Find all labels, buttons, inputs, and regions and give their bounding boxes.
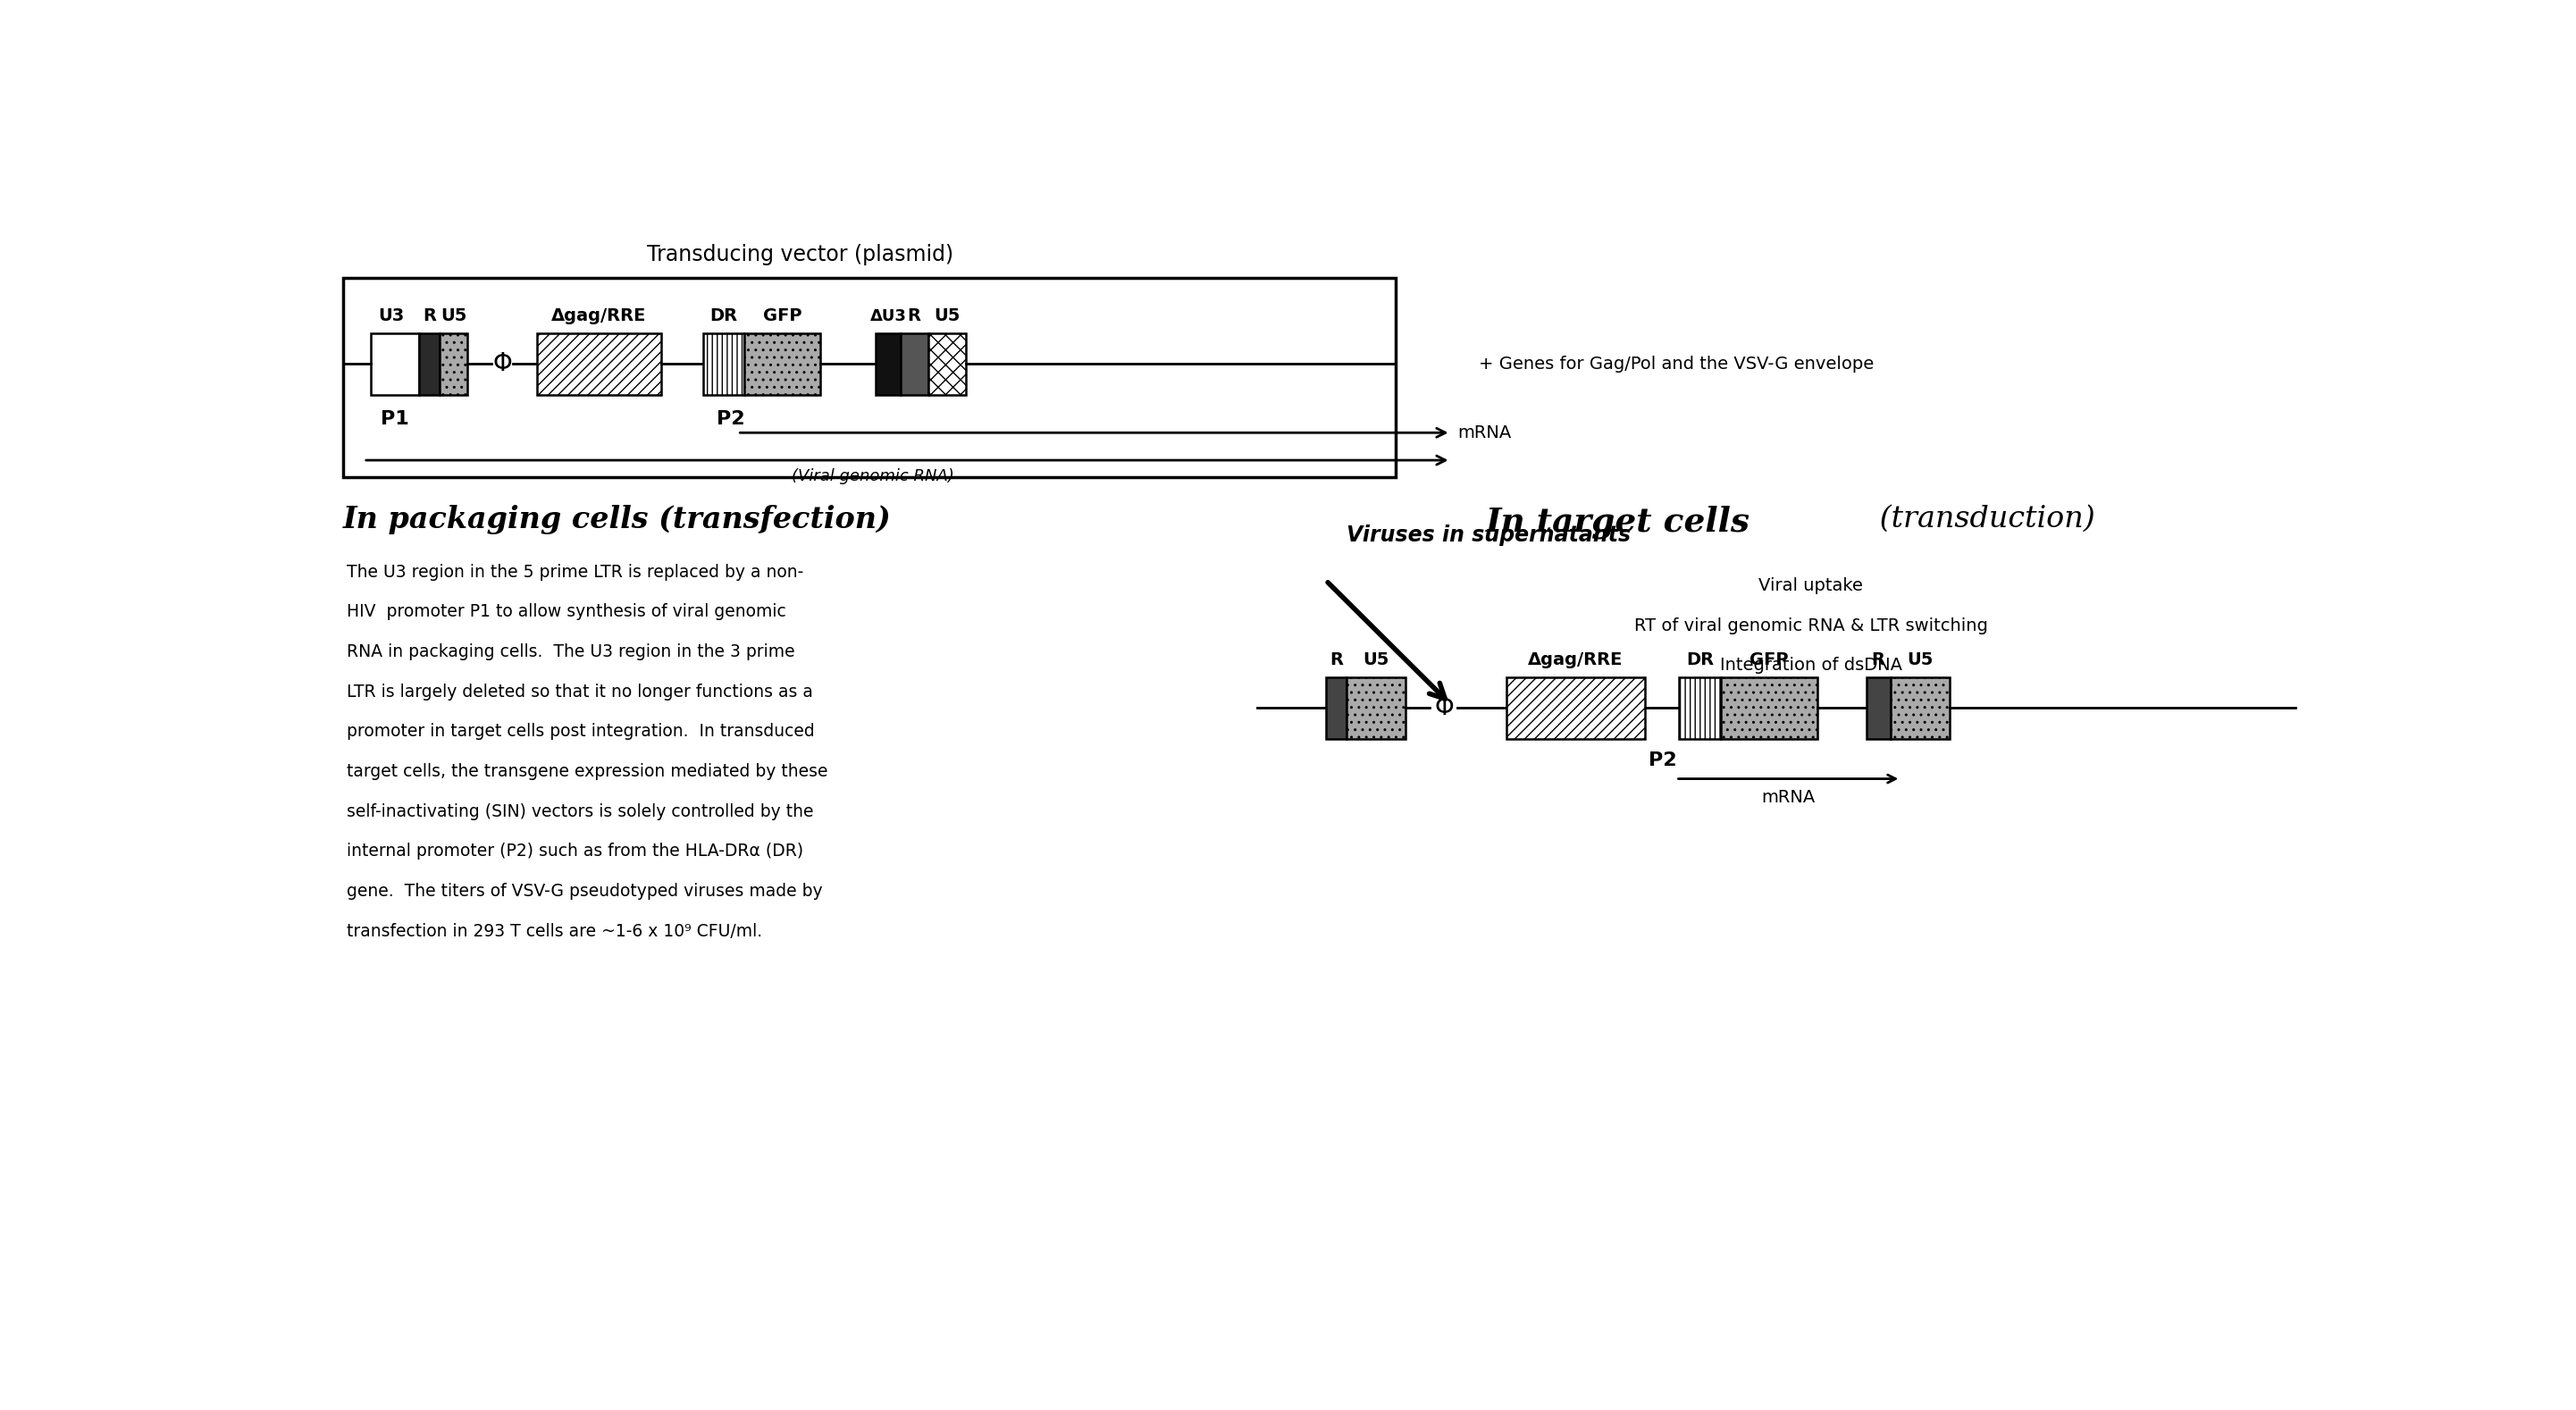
- Text: gene.  The titers of VSV-G pseudotyped viruses made by: gene. The titers of VSV-G pseudotyped vi…: [345, 883, 822, 900]
- Bar: [420, 333, 440, 395]
- Bar: [536, 333, 662, 395]
- Text: mRNA: mRNA: [1458, 424, 1512, 441]
- Bar: [1680, 677, 1721, 739]
- Text: Integration of dsDNA: Integration of dsDNA: [1721, 657, 1901, 674]
- Bar: [927, 333, 966, 395]
- Text: The U3 region in the 5 prime LTR is replaced by a non-: The U3 region in the 5 prime LTR is repl…: [345, 564, 804, 581]
- Text: HIV  promoter P1 to allow synthesis of viral genomic: HIV promoter P1 to allow synthesis of vi…: [345, 603, 786, 620]
- Text: (transduction): (transduction): [1870, 505, 2094, 533]
- Text: (Viral genomic RNA): (Viral genomic RNA): [791, 468, 953, 485]
- Text: Viruses in supernatants: Viruses in supernatants: [1347, 525, 1631, 546]
- Text: U5: U5: [1363, 651, 1388, 668]
- Bar: [1347, 677, 1406, 739]
- Text: In packaging cells (transfection): In packaging cells (transfection): [343, 505, 891, 534]
- Text: LTR is largely deleted so that it no longer functions as a: LTR is largely deleted so that it no lon…: [345, 684, 811, 701]
- Text: $\Phi$: $\Phi$: [492, 351, 513, 376]
- Text: P2: P2: [1649, 752, 1677, 768]
- Bar: [1327, 677, 1347, 739]
- Text: DR: DR: [711, 307, 737, 324]
- Text: ΔU3: ΔU3: [871, 307, 907, 324]
- Text: + Genes for Gag/Pol and the VSV-G envelope: + Genes for Gag/Pol and the VSV-G envelo…: [1479, 355, 1873, 372]
- Text: internal promoter (P2) such as from the HLA-DRα (DR): internal promoter (P2) such as from the …: [345, 843, 804, 860]
- Text: promoter in target cells post integration.  In transduced: promoter in target cells post integratio…: [345, 723, 814, 740]
- Text: P2: P2: [716, 410, 744, 427]
- Text: transfection in 293 T cells are ~1-6 x 10⁹ CFU/ml.: transfection in 293 T cells are ~1-6 x 1…: [345, 922, 762, 939]
- Text: R: R: [1329, 651, 1342, 668]
- Text: GFP: GFP: [762, 307, 801, 324]
- Text: P1: P1: [381, 410, 410, 427]
- Bar: [440, 333, 466, 395]
- Text: U5: U5: [1906, 651, 1932, 668]
- Text: RNA in packaging cells.  The U3 region in the 3 prime: RNA in packaging cells. The U3 region in…: [345, 643, 793, 660]
- Bar: [876, 333, 899, 395]
- Bar: [703, 333, 744, 395]
- Bar: [1721, 677, 1819, 739]
- Bar: [343, 278, 1396, 478]
- Text: In target cells: In target cells: [1486, 505, 1749, 539]
- Text: U3: U3: [379, 307, 404, 324]
- Text: $\Phi$: $\Phi$: [1435, 695, 1453, 721]
- Text: DR: DR: [1687, 651, 1713, 668]
- Bar: [1891, 677, 1950, 739]
- Bar: [371, 333, 420, 395]
- Text: target cells, the transgene expression mediated by these: target cells, the transgene expression m…: [345, 763, 827, 780]
- Text: Viral uptake: Viral uptake: [1759, 577, 1862, 594]
- Text: mRNA: mRNA: [1762, 790, 1816, 807]
- Text: R: R: [1873, 651, 1886, 668]
- Text: R: R: [422, 307, 435, 324]
- Text: U5: U5: [440, 307, 466, 324]
- Bar: [1865, 677, 1891, 739]
- Text: U5: U5: [935, 307, 961, 324]
- Bar: [744, 333, 822, 395]
- Bar: [1507, 677, 1643, 739]
- Bar: [899, 333, 927, 395]
- Text: Transducing vector (plasmid): Transducing vector (plasmid): [647, 244, 953, 265]
- Text: Δgag/RRE: Δgag/RRE: [1528, 651, 1623, 668]
- Text: R: R: [907, 307, 920, 324]
- Text: self-inactivating (SIN) vectors is solely controlled by the: self-inactivating (SIN) vectors is solel…: [345, 802, 814, 819]
- Text: RT of viral genomic RNA & LTR switching: RT of viral genomic RNA & LTR switching: [1633, 618, 1989, 634]
- Text: GFP: GFP: [1749, 651, 1788, 668]
- Text: Δgag/RRE: Δgag/RRE: [551, 307, 647, 324]
